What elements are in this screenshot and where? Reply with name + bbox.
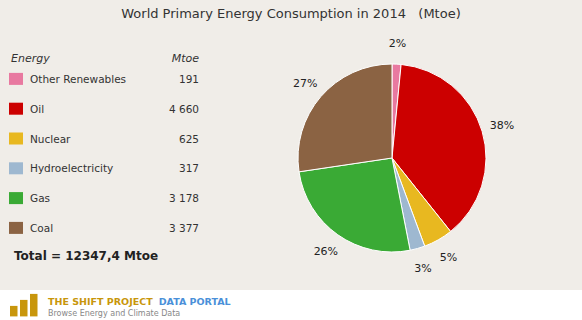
footer-bar xyxy=(0,290,582,320)
pie xyxy=(298,64,486,252)
title: World Primary Energy Consumption in 2014… xyxy=(121,6,461,21)
slice-label: 26% xyxy=(314,245,338,258)
slice-labels: 2% 38% 5% 3% 26% 27% xyxy=(293,37,514,275)
legend-swatch xyxy=(9,103,23,115)
legend-swatch xyxy=(9,73,23,85)
legend-swatch xyxy=(9,133,23,145)
legend-label: Other Renewables xyxy=(30,73,126,85)
legend: Energy Mtoe Other Renewables 191 Oil 4 660 Nuc… xyxy=(9,52,199,264)
slice-label: 2% xyxy=(389,37,406,50)
legend-swatch xyxy=(9,192,23,204)
slice-label: 27% xyxy=(293,77,317,90)
footer-text: Browse Energy and Climate Data xyxy=(48,309,180,318)
footer-icon xyxy=(30,294,38,317)
slice-label: 5% xyxy=(440,251,457,264)
legend-header: Energy xyxy=(11,52,50,65)
annotation: Total = 12347,4 Mtoe xyxy=(14,249,158,263)
chart: World Primary Energy Consumption in 2014… xyxy=(0,0,582,320)
legend-label: Nuclear xyxy=(30,133,71,145)
legend-value: 317 xyxy=(179,162,199,174)
footer-icon xyxy=(10,306,18,317)
chart-container: World Primary Energy Consumption in 2014… xyxy=(0,0,582,320)
legend-value: 3 377 xyxy=(169,222,199,234)
legend-label: Hydroelectricity xyxy=(30,162,113,174)
legend-header: Mtoe xyxy=(172,52,200,65)
footer: THE SHIFT PROJECT DATA PORTAL Browse Energ… xyxy=(0,290,582,320)
legend-label: Gas xyxy=(30,192,50,204)
legend-swatch xyxy=(9,222,23,234)
footer-text: THE SHIFT PROJECT xyxy=(48,296,153,307)
legend-label: Oil xyxy=(30,103,44,115)
background xyxy=(0,0,582,320)
legend-swatch xyxy=(9,162,23,174)
footer-text: DATA PORTAL xyxy=(159,296,231,307)
legend-value: 3 178 xyxy=(169,192,199,204)
pie-slice xyxy=(299,158,410,252)
legend-label: Coal xyxy=(30,222,53,234)
legend-value: 191 xyxy=(179,73,199,85)
footer-icon xyxy=(20,300,28,317)
slice-label: 3% xyxy=(414,262,431,275)
legend-value: 625 xyxy=(179,133,199,145)
slice-label: 38% xyxy=(490,119,514,132)
legend-value: 4 660 xyxy=(169,103,199,115)
